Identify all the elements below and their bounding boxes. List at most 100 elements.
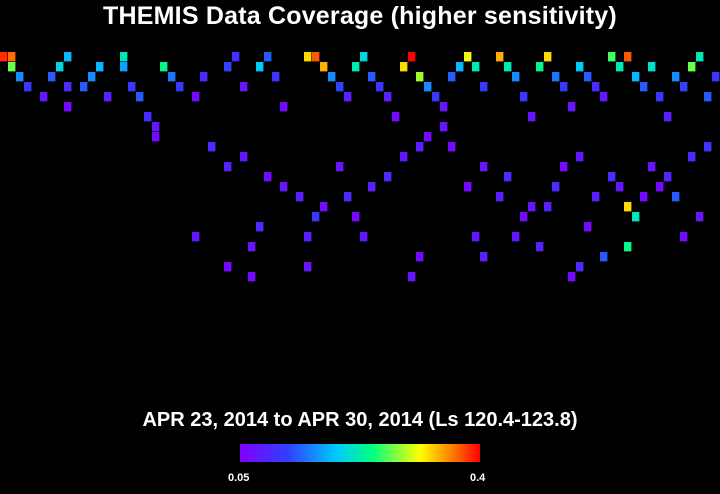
coverage-cell	[688, 152, 696, 162]
coverage-cell	[600, 92, 608, 102]
coverage-cell	[584, 222, 592, 232]
coverage-cell	[424, 82, 432, 92]
coverage-cell	[352, 212, 360, 222]
coverage-cell	[656, 92, 664, 102]
coverage-cell	[560, 82, 568, 92]
coverage-cell	[280, 182, 288, 192]
coverage-cell	[168, 72, 176, 82]
coverage-cell	[152, 132, 160, 142]
coverage-cell	[144, 112, 152, 122]
coverage-cell	[592, 82, 600, 92]
coverage-cell	[392, 112, 400, 122]
coverage-cell	[304, 232, 312, 242]
coverage-cell	[648, 62, 656, 72]
coverage-cell	[312, 52, 320, 62]
coverage-cell	[272, 72, 280, 82]
coverage-cell	[96, 62, 104, 72]
coverage-cell	[472, 232, 480, 242]
coverage-cell	[704, 142, 712, 152]
coverage-cell	[584, 72, 592, 82]
coverage-cell	[192, 232, 200, 242]
coverage-cell	[504, 62, 512, 72]
coverage-cell	[408, 272, 416, 282]
coverage-cell	[336, 82, 344, 92]
coverage-cell	[328, 72, 336, 82]
coverage-cell	[448, 72, 456, 82]
coverage-cell	[128, 82, 136, 92]
coverage-cell	[208, 142, 216, 152]
coverage-cell	[640, 192, 648, 202]
coverage-cell	[80, 82, 88, 92]
coverage-cell	[160, 62, 168, 72]
coverage-cell	[136, 92, 144, 102]
coverage-cell	[688, 62, 696, 72]
coverage-cell	[680, 82, 688, 92]
coverage-cell	[576, 62, 584, 72]
coverage-cell	[312, 212, 320, 222]
coverage-cell	[256, 62, 264, 72]
coverage-cell	[400, 152, 408, 162]
coverage-cell	[480, 162, 488, 172]
coverage-cell	[608, 52, 616, 62]
coverage-cell	[672, 72, 680, 82]
coverage-cell	[176, 82, 184, 92]
coverage-cell	[224, 262, 232, 272]
coverage-cell	[424, 132, 432, 142]
coverage-cell	[568, 272, 576, 282]
coverage-cell	[624, 52, 632, 62]
coverage-cell	[616, 182, 624, 192]
coverage-cell	[456, 62, 464, 72]
coverage-cell	[400, 62, 408, 72]
coverage-cell	[504, 172, 512, 182]
coverage-cell	[344, 92, 352, 102]
coverage-cell	[48, 72, 56, 82]
colorbar-min-label: 0.05	[228, 472, 250, 484]
coverage-cell	[552, 182, 560, 192]
coverage-cell	[496, 192, 504, 202]
coverage-cell	[64, 52, 72, 62]
coverage-cell	[280, 102, 288, 112]
coverage-cell	[120, 52, 128, 62]
coverage-cell	[440, 122, 448, 132]
coverage-cell	[296, 192, 304, 202]
coverage-cell	[8, 62, 16, 72]
coverage-cell	[56, 62, 64, 72]
coverage-cell	[248, 272, 256, 282]
coverage-cell	[16, 72, 24, 82]
coverage-cell	[536, 62, 544, 72]
coverage-cell	[624, 202, 632, 212]
coverage-cell	[8, 52, 16, 62]
chart-title: THEMIS Data Coverage (higher sensitivity…	[103, 2, 617, 30]
coverage-cell	[608, 172, 616, 182]
coverage-cell	[384, 92, 392, 102]
coverage-cell	[696, 52, 704, 62]
coverage-cell	[656, 182, 664, 192]
coverage-cell	[664, 172, 672, 182]
coverage-cell	[408, 52, 416, 62]
coverage-cell	[376, 82, 384, 92]
coverage-cell	[440, 102, 448, 112]
coverage-cell	[0, 52, 8, 62]
coverage-cell	[40, 92, 48, 102]
coverage-cell	[480, 82, 488, 92]
coverage-cell	[624, 242, 632, 252]
coverage-cell	[352, 62, 360, 72]
coverage-cell	[512, 232, 520, 242]
coverage-cell	[520, 92, 528, 102]
coverage-cell	[432, 92, 440, 102]
coverage-cell	[360, 52, 368, 62]
coverage-cell	[224, 62, 232, 72]
coverage-cell	[576, 262, 584, 272]
coverage-cell	[232, 52, 240, 62]
coverage-cell	[560, 162, 568, 172]
date-range-subtitle: APR 23, 2014 to APR 30, 2014 (Ls 120.4-1…	[142, 409, 578, 431]
coverage-cell	[304, 52, 312, 62]
coverage-cell	[248, 242, 256, 252]
coverage-cell	[448, 142, 456, 152]
coverage-cell	[520, 212, 528, 222]
coverage-cell	[528, 202, 536, 212]
coverage-cell	[152, 122, 160, 132]
coverage-cell	[224, 162, 232, 172]
coverage-cell	[64, 82, 72, 92]
coverage-cell	[512, 72, 520, 82]
